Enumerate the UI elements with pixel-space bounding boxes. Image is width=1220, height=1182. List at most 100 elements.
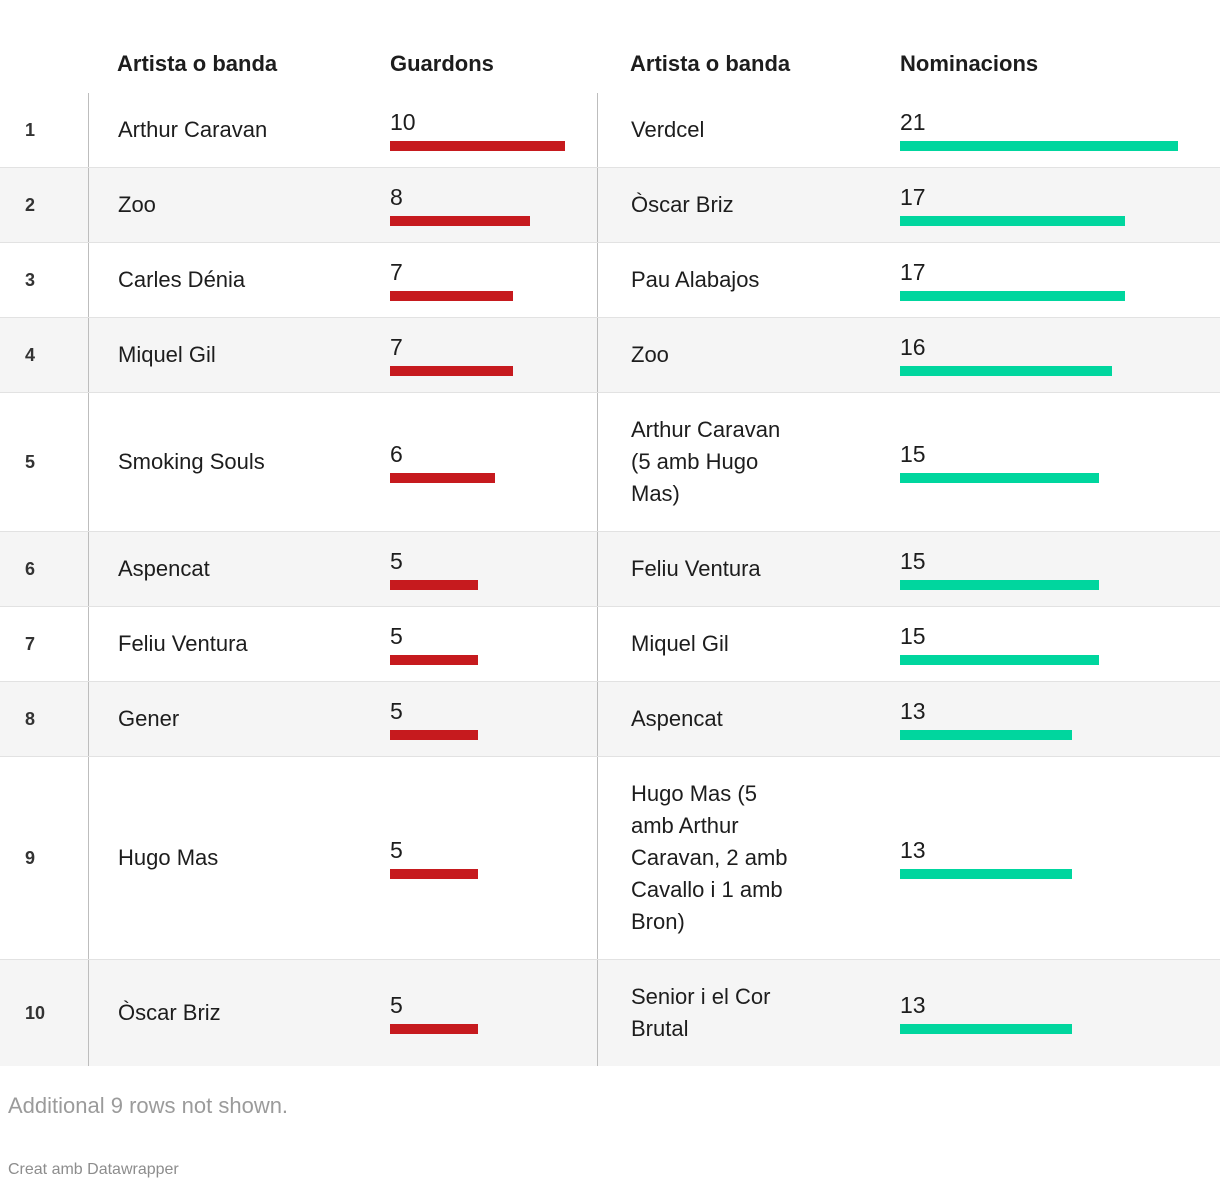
nominations-value: 21 — [900, 109, 926, 135]
nominations-value: 13 — [900, 992, 926, 1018]
datawrapper-attribution-link[interactable]: Creat amb Datawrapper — [8, 1161, 179, 1178]
rank-cell: 8 — [25, 708, 36, 729]
artist-awards-cell: Hugo Mas — [88, 757, 380, 959]
artist-awards-cell: Zoo — [88, 168, 380, 242]
rank-cell: 1 — [25, 119, 36, 140]
awards-value: 6 — [390, 441, 403, 467]
nominations-value: 13 — [900, 837, 926, 863]
awards-value: 7 — [390, 334, 403, 360]
awards-bar — [390, 1024, 478, 1034]
nominations-bar-cell: 17 — [890, 243, 1220, 317]
nominations-bar — [900, 216, 1126, 226]
awards-bar-cell: 6 — [380, 393, 597, 531]
nominations-value: 17 — [900, 259, 926, 285]
awards-value: 7 — [390, 259, 403, 285]
rank-cell: 9 — [25, 847, 36, 868]
artist-nominations-cell: Aspencat — [597, 682, 890, 756]
awards-bar-cell: 5 — [380, 960, 597, 1066]
artist-nominations-cell: Feliu Ventura — [597, 532, 890, 606]
nominations-bar-cell: 17 — [890, 168, 1220, 242]
awards-bar-cell: 5 — [380, 607, 597, 681]
nominations-bar — [900, 291, 1126, 301]
nominations-bar-cell: 21 — [890, 93, 1220, 167]
nominations-bar-cell: 13 — [890, 757, 1220, 959]
artist-awards-cell: Carles Dénia — [88, 243, 380, 317]
artist-awards-cell: Òscar Briz — [88, 960, 380, 1066]
table-row: 8 Gener 5 Aspencat 13 — [0, 681, 1220, 756]
nominations-bar — [900, 580, 1099, 590]
rank-cell: 5 — [25, 451, 36, 472]
artist-nominations-cell: Arthur Caravan (5 amb Hugo Mas) — [597, 393, 890, 531]
table-row: 3 Carles Dénia 7 Pau Alabajos 17 — [0, 242, 1220, 317]
nominations-bar — [900, 655, 1099, 665]
awards-bar — [390, 655, 478, 665]
awards-bar-cell: 5 — [380, 532, 597, 606]
awards-bar-cell: 5 — [380, 757, 597, 959]
nominations-value: 16 — [900, 334, 926, 360]
nominations-bar — [900, 869, 1073, 879]
awards-value: 5 — [390, 623, 403, 649]
awards-column-header: Guardons — [390, 51, 494, 76]
awards-bar-cell: 7 — [380, 243, 597, 317]
table-row: 9 Hugo Mas 5 Hugo Mas (5 amb Arthur Cara… — [0, 756, 1220, 959]
table-body: 1 Arthur Caravan 10 Verdcel 21 2 Zoo 8 Ò… — [0, 93, 1220, 1066]
artist-nominations-cell: Hugo Mas (5 amb Arthur Caravan, 2 amb Ca… — [597, 757, 890, 959]
nominations-bar-cell: 13 — [890, 682, 1220, 756]
artist-awards-cell: Smoking Souls — [88, 393, 380, 531]
table-row: 10 Òscar Briz 5 Senior i el Cor Brutal 1… — [0, 959, 1220, 1066]
artist-nominations-cell: Zoo — [597, 318, 890, 392]
artist-awards-cell: Miquel Gil — [88, 318, 380, 392]
artist-nominations-cell: Pau Alabajos — [597, 243, 890, 317]
nominations-value: 15 — [900, 548, 926, 574]
awards-bar-cell: 8 — [380, 168, 597, 242]
table-row: 5 Smoking Souls 6 Arthur Caravan (5 amb … — [0, 392, 1220, 531]
artist-awards-cell: Arthur Caravan — [88, 93, 380, 167]
nominations-value: 15 — [900, 623, 926, 649]
nominations-bar-cell: 15 — [890, 607, 1220, 681]
nominations-bar — [900, 473, 1099, 483]
rank-cell: 3 — [25, 269, 36, 290]
nominations-bar — [900, 1024, 1073, 1034]
artist-nominations-column-header: Artista o banda — [630, 51, 791, 76]
nominations-value: 17 — [900, 184, 926, 210]
awards-value: 5 — [390, 992, 403, 1018]
awards-value: 10 — [390, 109, 416, 135]
artist-awards-cell: Aspencat — [88, 532, 380, 606]
nominations-bar-cell: 16 — [890, 318, 1220, 392]
nominations-bar-cell: 15 — [890, 532, 1220, 606]
nominations-bar-cell: 13 — [890, 960, 1220, 1066]
awards-bar-cell: 5 — [380, 682, 597, 756]
awards-bar — [390, 580, 478, 590]
rank-cell: 4 — [25, 344, 36, 365]
rank-cell: 10 — [25, 1002, 46, 1023]
artist-nominations-cell: Òscar Briz — [597, 168, 890, 242]
awards-bar — [390, 216, 530, 226]
awards-bar — [390, 291, 513, 301]
awards-bar-cell: 7 — [380, 318, 597, 392]
awards-bar — [390, 141, 565, 151]
artist-awards-cell: Gener — [88, 682, 380, 756]
artist-nominations-cell: Miquel Gil — [597, 607, 890, 681]
artist-nominations-cell: Senior i el Cor Brutal — [597, 960, 890, 1066]
awards-value: 5 — [390, 548, 403, 574]
artist-awards-cell: Feliu Ventura — [88, 607, 380, 681]
table-row: 2 Zoo 8 Òscar Briz 17 — [0, 167, 1220, 242]
nominations-bar — [900, 730, 1073, 740]
rank-cell: 7 — [25, 633, 36, 654]
nominations-column-header: Nominacions — [900, 51, 1039, 76]
awards-bar — [390, 869, 478, 879]
awards-bar — [390, 473, 495, 483]
nominations-bar — [900, 366, 1112, 376]
rows-not-shown-note: Additional 9 rows not shown. — [8, 1093, 289, 1118]
artist-nominations-cell: Verdcel — [597, 93, 890, 167]
artist-awards-column-header: Artista o banda — [117, 51, 278, 76]
rank-cell: 2 — [25, 194, 36, 215]
awards-value: 5 — [390, 837, 403, 863]
table-row: 6 Aspencat 5 Feliu Ventura 15 — [0, 531, 1220, 606]
awards-bar — [390, 730, 478, 740]
awards-value: 8 — [390, 184, 403, 210]
rank-cell: 6 — [25, 558, 36, 579]
table-header-row: Artista o banda Guardons Artista o banda… — [0, 0, 1220, 93]
table-row: 7 Feliu Ventura 5 Miquel Gil 15 — [0, 606, 1220, 681]
